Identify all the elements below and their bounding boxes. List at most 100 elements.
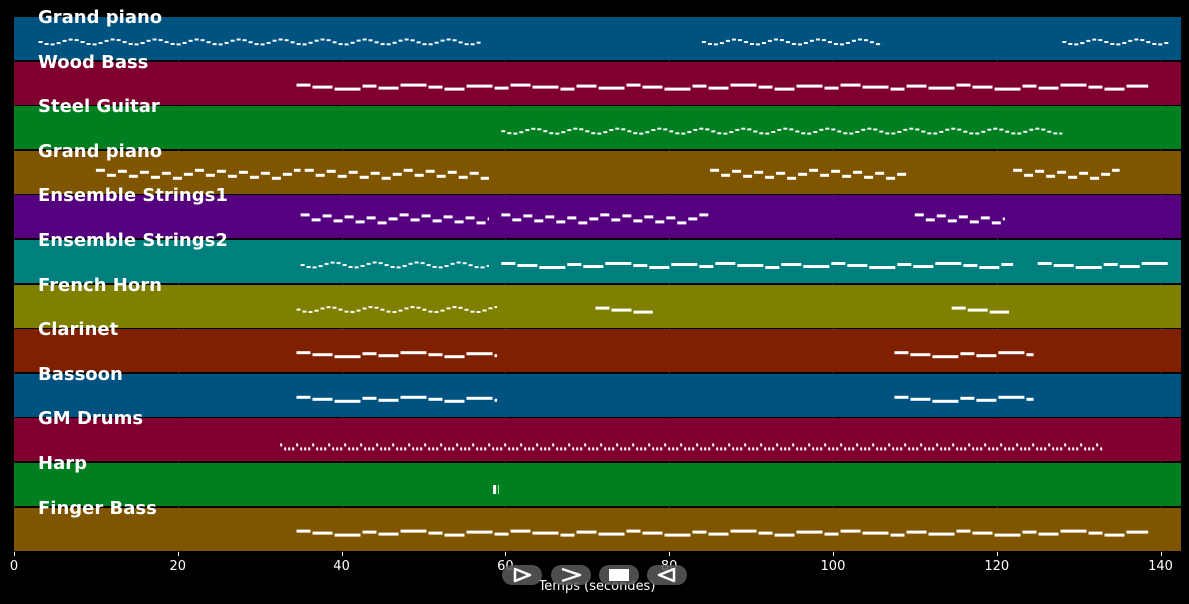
- note: [249, 175, 259, 179]
- note: [362, 84, 377, 88]
- note: [434, 311, 439, 313]
- note: [936, 443, 939, 447]
- note: [804, 447, 807, 451]
- note: [272, 39, 277, 42]
- note: [296, 395, 311, 399]
- note: [781, 263, 802, 266]
- note: [960, 352, 975, 356]
- note: [464, 308, 469, 311]
- note: [807, 132, 812, 135]
- note: [466, 396, 493, 400]
- note: [828, 447, 831, 451]
- note: [1064, 443, 1067, 447]
- play-button[interactable]: [502, 565, 542, 585]
- track-lane[interactable]: [14, 373, 1181, 417]
- note: [466, 84, 493, 88]
- note: [468, 264, 473, 267]
- note: [1016, 443, 1019, 447]
- note: [560, 447, 563, 451]
- note: [951, 127, 956, 130]
- note: [969, 132, 974, 135]
- note: [452, 447, 455, 451]
- note: [398, 309, 403, 312]
- note: [278, 38, 283, 41]
- note: [248, 41, 253, 44]
- note: [172, 176, 182, 180]
- note: [912, 447, 915, 451]
- track-lane[interactable]: [14, 463, 1181, 506]
- note: [888, 443, 891, 447]
- note: [921, 130, 926, 133]
- note: [512, 447, 515, 451]
- stop-button[interactable]: [599, 565, 639, 585]
- note: [578, 221, 588, 225]
- forward-button[interactable]: [551, 565, 591, 585]
- note: [908, 447, 911, 451]
- track-lane[interactable]: [14, 507, 1181, 551]
- note: [723, 132, 728, 135]
- note: [642, 85, 663, 89]
- rewind-button[interactable]: [647, 565, 687, 585]
- note: [1035, 169, 1045, 173]
- note: [422, 308, 427, 311]
- note: [873, 128, 878, 131]
- note: [968, 443, 971, 447]
- track-lane[interactable]: [14, 329, 1181, 373]
- note: [765, 132, 770, 135]
- note: [845, 42, 850, 44]
- track-lane[interactable]: [14, 240, 1181, 283]
- note: [238, 170, 248, 174]
- note: [300, 447, 303, 451]
- note: [568, 443, 571, 447]
- track-label: Grand piano: [38, 7, 163, 28]
- note: [876, 447, 879, 451]
- note: [494, 306, 498, 309]
- note: [875, 43, 880, 46]
- note: [648, 443, 651, 447]
- track-label: Finger Bass: [38, 497, 157, 519]
- note: [776, 171, 786, 175]
- note: [512, 218, 522, 222]
- note: [900, 447, 903, 451]
- note: [520, 443, 523, 447]
- note: [717, 132, 722, 135]
- note: [932, 399, 959, 403]
- note: [508, 447, 511, 451]
- note: [170, 43, 175, 45]
- track-lane[interactable]: [14, 61, 1181, 105]
- note: [1048, 443, 1051, 447]
- note: [1017, 132, 1022, 135]
- track-lane[interactable]: [14, 284, 1181, 328]
- note: [863, 39, 868, 42]
- note: [798, 172, 808, 176]
- note: [1075, 266, 1102, 269]
- track-lane[interactable]: [14, 106, 1181, 150]
- note: [476, 41, 481, 44]
- note: [588, 447, 591, 451]
- track-lane[interactable]: [14, 17, 1181, 60]
- track-lane[interactable]: [14, 150, 1181, 194]
- note: [885, 132, 890, 135]
- note: [444, 447, 447, 451]
- note: [80, 41, 85, 43]
- note: [867, 127, 872, 130]
- note: [501, 262, 516, 265]
- note: [616, 443, 619, 447]
- note: [128, 174, 138, 178]
- note: [462, 262, 467, 265]
- note: [821, 39, 826, 42]
- note: [1024, 447, 1027, 451]
- note: [296, 529, 311, 533]
- note: [366, 216, 376, 220]
- note: [980, 447, 983, 451]
- rewind-icon: [657, 567, 676, 583]
- note: [545, 215, 555, 219]
- note: [494, 354, 498, 358]
- note: [935, 262, 962, 265]
- note: [708, 532, 729, 536]
- note: [465, 216, 475, 220]
- note: [444, 355, 465, 359]
- track-lane[interactable]: [14, 418, 1181, 462]
- note: [567, 129, 572, 132]
